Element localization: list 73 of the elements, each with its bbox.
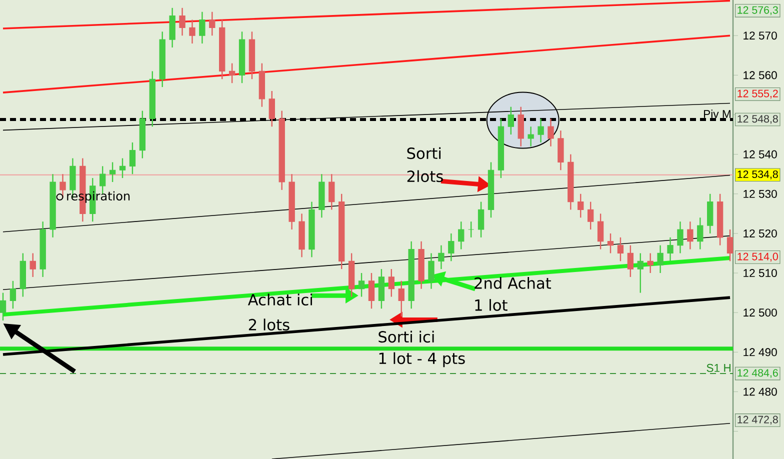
text: 12 534,8 [738,170,778,180]
y-tick-label: 12 560 [744,71,777,80]
text: 12 484,6 [738,369,778,378]
candlestick [228,62,236,84]
candlestick [448,232,454,262]
y-tick-label: 12 540 [744,150,777,158]
y-tick-label: 12 490 [744,348,777,356]
candlestick [697,217,704,250]
y-tick-label: 12 510 [744,269,777,278]
annotation: Sorti [407,147,441,160]
candlestick [607,232,614,254]
candlestick [617,236,624,262]
annotation: Achat ici [248,294,312,306]
candlestick [428,252,434,290]
candlestick [368,272,375,310]
candlestick [119,158,126,179]
y-tick-label: 12 570 [744,32,777,40]
candlestick [398,280,404,318]
candlestick [10,280,16,310]
candlestick [209,11,216,36]
candlestick [528,126,534,147]
candlestick [508,106,514,136]
candlestick [588,201,594,230]
candlestick [518,106,524,147]
candlestick [30,252,36,278]
annotation: 2 lots [248,318,290,330]
y-tick-label: 12 530 [744,190,777,198]
y-tick-label: 12 520 [744,229,777,238]
candlestick [637,252,644,294]
candlestick [0,292,6,322]
candlestick [647,252,654,274]
candlestick [478,201,484,238]
candlestick [438,244,444,270]
candlestick [726,228,734,262]
text: 12 472,8 [738,416,778,425]
candlestick [60,173,66,198]
candlestick [388,268,394,298]
candlestick [707,193,714,234]
candlestick [358,272,365,298]
candlestick [687,220,694,250]
candlestick [109,162,116,183]
annotation: 2nd Achat [474,277,552,289]
candlestick [199,11,206,44]
candlestick [538,118,544,144]
candlestick [578,193,584,218]
candlestick [378,268,385,310]
candlestick [468,220,474,238]
ref-line-label: Piv M [704,110,730,118]
candlestick [129,142,136,175]
candlestick [558,130,564,171]
candlestick [597,213,604,250]
candlestick [458,220,464,250]
candlestick [548,118,554,147]
candlestick [657,244,664,274]
y-tick-label: 12 500 [744,308,777,317]
candlestick [627,244,634,278]
candlestick [667,236,674,262]
candlestick [268,90,275,128]
candlestick [677,220,684,254]
annotation: 1 lot - 4 pts [379,352,465,368]
text: 12 548,8 [738,115,778,124]
candlestick [179,7,186,36]
candlestick [169,7,176,48]
y-tick-label: 12 480 [744,388,777,396]
candlestick [189,19,196,44]
text: 12 514,0 [738,252,778,262]
annotation: Sorti ici [378,330,434,343]
text: 12 555,2 [738,90,778,99]
ref-line-label: S1 H [706,364,730,372]
text: 12 576,3 [738,6,778,16]
annotation: 2lots [407,170,443,182]
annotation: 1 lot [475,299,508,311]
candlestick [328,173,335,210]
